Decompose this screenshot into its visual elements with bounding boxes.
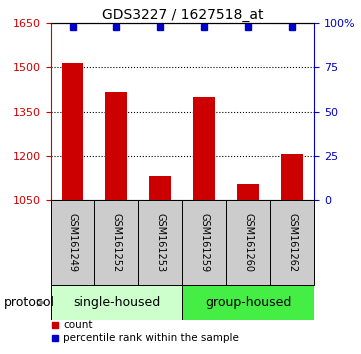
Bar (61, 63, 83, 200)
Text: GSM161252: GSM161252 (112, 213, 121, 272)
Bar (226, 200, 270, 285)
Text: group-housed: group-housed (205, 296, 291, 309)
Bar (105, 92, 127, 200)
Text: single-housed: single-housed (73, 296, 160, 309)
Text: GSM161249: GSM161249 (68, 213, 78, 272)
Bar (237, 184, 259, 200)
Text: GSM161259: GSM161259 (199, 213, 209, 272)
Bar (51, 285, 182, 320)
Text: GSM161262: GSM161262 (287, 213, 297, 272)
Bar (149, 176, 171, 200)
Text: protocol: protocol (4, 296, 55, 309)
Text: GSM161260: GSM161260 (243, 213, 253, 272)
Title: GDS3227 / 1627518_at: GDS3227 / 1627518_at (101, 8, 263, 22)
Bar (51, 200, 95, 285)
Bar (270, 200, 314, 285)
Bar (182, 285, 314, 320)
Legend: count, percentile rank within the sample: count, percentile rank within the sample (51, 320, 239, 343)
Text: GSM161253: GSM161253 (155, 213, 165, 272)
Bar (95, 200, 138, 285)
Bar (281, 154, 303, 200)
Bar (182, 200, 226, 285)
Bar (138, 200, 182, 285)
Bar (193, 97, 215, 200)
